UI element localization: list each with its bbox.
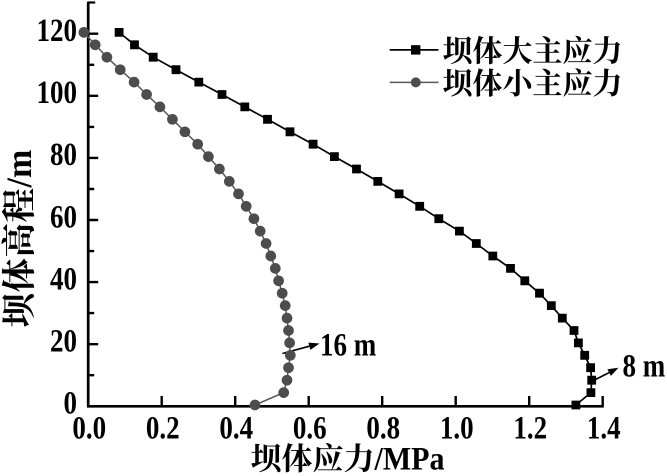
svg-text:80: 80 [50, 136, 77, 173]
svg-text:100: 100 [37, 74, 77, 111]
svg-text:0.4: 0.4 [219, 409, 253, 446]
svg-text:8 m: 8 m [623, 347, 666, 384]
svg-text:/m: /m [0, 150, 39, 189]
svg-text:1.2: 1.2 [513, 409, 547, 446]
svg-text:40: 40 [50, 260, 77, 297]
svg-text:1.0: 1.0 [440, 409, 474, 446]
svg-text:120: 120 [37, 11, 77, 48]
svg-text:60: 60 [50, 198, 77, 235]
svg-text:0.8: 0.8 [366, 409, 400, 446]
svg-text:0.6: 0.6 [293, 409, 327, 446]
svg-text:20: 20 [50, 322, 77, 359]
svg-text:16 m: 16 m [320, 326, 376, 363]
svg-text:1.4: 1.4 [587, 409, 621, 446]
svg-text:0: 0 [63, 384, 77, 421]
svg-text:0.0: 0.0 [72, 409, 106, 446]
svg-text:/MPa: /MPa [374, 440, 445, 476]
svg-text:0.2: 0.2 [146, 409, 180, 446]
